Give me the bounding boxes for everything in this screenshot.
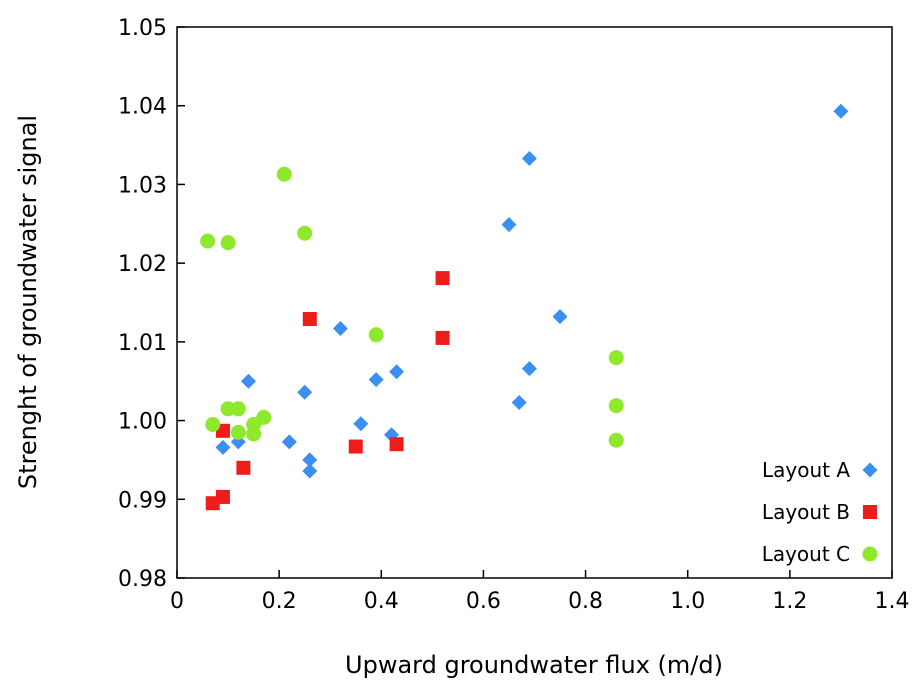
y-axis-ticks: 0.98 0.99 1.00 1.01 1.02 1.03 1.04 1.05 [118, 16, 185, 592]
legend-label-layout-c: Layout C [762, 542, 850, 566]
x-tick-label: 1.0 [670, 589, 705, 614]
layout-c-point [200, 233, 216, 249]
layout-c-point [220, 235, 236, 251]
layout-a-point [353, 416, 369, 432]
layout-c-point [608, 432, 624, 448]
layout-a-point [241, 373, 256, 389]
layout-c-point [230, 401, 246, 417]
layout-a-point [389, 364, 405, 380]
y-tick-label: 1.02 [118, 252, 167, 277]
layout-a-point [215, 439, 231, 455]
y-tick-label: 1.00 [118, 410, 167, 435]
y-tick-label: 1.04 [118, 95, 167, 120]
layout-c-point [230, 424, 246, 440]
layout-c-point [368, 327, 384, 343]
x-axis-title: Upward groundwater flux (m/d) [345, 651, 723, 679]
y-tick-label: 0.99 [118, 488, 167, 513]
y-tick-label: 0.98 [118, 567, 167, 592]
layout-b-point [348, 439, 363, 454]
x-axis-ticks: 0 0.2 0.4 0.6 0.8 1.0 1.2 1.4 [170, 570, 910, 614]
layout-c-point [276, 166, 292, 182]
layout-a-point [368, 372, 384, 388]
layout-b-point [205, 496, 220, 511]
legend-marker-layout-a [862, 462, 878, 478]
x-tick-label: 0.6 [466, 589, 501, 614]
y-axis-title: Strenght of groundwater signal [14, 115, 42, 489]
plot-frame [176, 26, 893, 579]
y-tick-label: 1.03 [118, 173, 167, 198]
layout-c-point [246, 426, 262, 442]
x-tick-label: 1.2 [772, 589, 807, 614]
legend-marker-layout-c [862, 546, 878, 562]
y-tick-label: 1.05 [118, 16, 167, 41]
layout-c-point [608, 398, 624, 414]
layout-a-point [833, 103, 849, 119]
legend: Layout A Layout B Layout C [762, 458, 878, 566]
x-tick-label: 0.8 [568, 589, 603, 614]
layout-c-point [297, 225, 313, 241]
layout-c-point [256, 409, 272, 425]
layout-b-point [302, 312, 317, 327]
layout-a-point [297, 384, 313, 400]
legend-marker-layout-b [863, 505, 877, 519]
layout-b-point [236, 460, 251, 475]
layout-b-point [389, 437, 404, 452]
x-tick-label: 0 [170, 589, 184, 614]
layout-b-point [435, 330, 450, 345]
layout-a-point [302, 463, 318, 479]
layout-a-point [521, 150, 537, 166]
layout-a-point [511, 394, 527, 410]
layout-a-point [332, 320, 348, 336]
layout-b-point [435, 271, 450, 286]
layout-a-point [552, 309, 568, 325]
data-points [200, 103, 849, 511]
layout-a-point [521, 361, 537, 377]
x-tick-label: 1.4 [875, 589, 910, 614]
x-tick-label: 0.2 [262, 589, 297, 614]
layout-a-point [302, 452, 318, 468]
layout-c-point [205, 417, 221, 433]
legend-label-layout-b: Layout B [762, 500, 850, 524]
layout-a-point [281, 434, 297, 450]
layout-c-point [608, 350, 624, 366]
x-tick-label: 0.4 [364, 589, 399, 614]
y-tick-label: 1.01 [118, 331, 167, 356]
layout-a-point [501, 217, 517, 233]
legend-label-layout-a: Layout A [762, 458, 850, 482]
